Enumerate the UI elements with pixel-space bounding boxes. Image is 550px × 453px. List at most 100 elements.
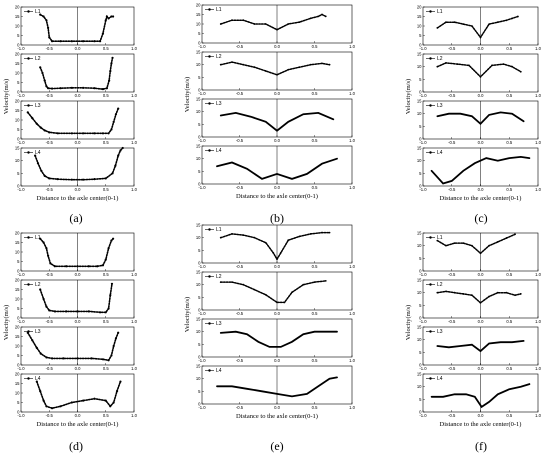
series-line [219, 330, 338, 348]
x-tick-label: -1.0 [198, 358, 206, 363]
data-point [70, 132, 73, 135]
legend-label: L1 [35, 9, 41, 15]
y-tick-label: 0 [419, 90, 422, 95]
x-tick-label: -1.0 [419, 140, 427, 145]
x-tick-label: -1.0 [419, 366, 427, 371]
y-tick-label: 15 [15, 14, 20, 19]
data-point [107, 247, 110, 250]
y-tick-label: 0 [17, 363, 20, 368]
legend-label: L2 [35, 282, 41, 288]
data-point [104, 19, 107, 22]
data-point [109, 405, 112, 408]
y-tick-label: 15 [196, 144, 201, 149]
data-point [53, 310, 57, 313]
x-tick-label: 1.0 [535, 413, 541, 418]
data-point [48, 309, 51, 312]
data-point [279, 251, 282, 254]
data-point [287, 23, 290, 25]
y-tick-label: 10 [15, 344, 20, 349]
data-point [112, 120, 115, 123]
legend-marker [429, 377, 432, 380]
y-tick-label: 15 [15, 108, 20, 113]
series-line [430, 383, 531, 409]
data-point [82, 399, 85, 402]
data-point [436, 27, 439, 29]
y-tick-label: 20 [196, 3, 201, 8]
x-tick-label: -0.5 [236, 138, 244, 143]
y-tick-label: 10 [196, 109, 201, 114]
legend-label: L4 [35, 376, 41, 382]
y-tick-label: 5 [198, 389, 201, 394]
y-tick-label: 20 [15, 372, 20, 377]
y-tick-label: 20 [15, 99, 20, 104]
data-point [242, 63, 245, 66]
data-point [110, 239, 113, 242]
x-tick-label: -0.5 [448, 93, 456, 98]
data-point [31, 117, 34, 120]
y-tick-label: 5 [198, 248, 201, 253]
y-tick-label: 5 [17, 80, 20, 85]
y-tick-label: 15 [15, 334, 20, 339]
data-point [445, 244, 447, 247]
y-tick-label: 5 [17, 259, 20, 264]
y-tick-label: 5 [17, 306, 20, 311]
data-point [47, 87, 50, 90]
x-tick-label: 0.0 [478, 272, 484, 277]
subplot-L1: 0 5 10 15 20 -1.0 -0.5 0.0 0.5 1.0 L1 [15, 5, 138, 52]
data-point [496, 291, 499, 294]
x-tick-label: 0.0 [274, 358, 280, 363]
x-tick-label: 0.0 [75, 272, 81, 277]
subplot-L4: 0 5 10 15 -1.0 -0.5 0.0 0.5 1.0 L4 [15, 146, 138, 193]
data-point [272, 251, 275, 254]
panel-label: (f) [475, 439, 487, 453]
data-point [231, 61, 233, 64]
y-tick-label: 10 [15, 158, 20, 163]
subplot-L3: 0 5 10 15 -1.0 -0.5 0.0 0.5 1.0 L3 [417, 325, 542, 372]
x-tick-label: 0.5 [103, 319, 109, 324]
y-tick-label: 10 [196, 156, 201, 161]
x-tick-label: -0.5 [448, 413, 456, 418]
series-line [27, 331, 119, 362]
x-tick-label: -1.0 [419, 187, 427, 192]
data-point [76, 265, 79, 268]
x-tick-label: 0.5 [312, 311, 318, 316]
data-point [48, 36, 51, 39]
y-tick-label: 10 [196, 235, 201, 240]
series-line [436, 62, 522, 78]
data-point [45, 19, 48, 22]
x-tick-label: 0.5 [103, 187, 109, 192]
data-point [287, 239, 290, 242]
x-tick-label: 1.0 [535, 319, 541, 324]
data-point [445, 21, 447, 24]
data-point [287, 68, 290, 71]
x-axis-label: Distance to the axle center(0-1) [440, 195, 522, 202]
x-tick-label: -0.5 [448, 140, 456, 145]
legend-label: L2 [437, 282, 443, 288]
x-tick-label: -1.0 [17, 187, 25, 192]
data-point [82, 86, 85, 89]
data-point [298, 21, 301, 23]
y-tick-label: 15 [417, 231, 422, 236]
x-tick-label: -0.5 [236, 264, 244, 269]
legend-marker [208, 55, 211, 58]
data-point [87, 265, 90, 268]
data-point [45, 85, 48, 88]
data-point [302, 283, 305, 286]
data-point [99, 40, 102, 43]
x-tick-label: 1.0 [349, 44, 355, 49]
x-tick-label: 0.5 [312, 264, 318, 269]
data-point [43, 129, 46, 132]
subplot-L1: 0 5 10 15 20 -1.0 -0.5 0.0 0.5 1.0 L1 [417, 5, 542, 52]
data-point [321, 13, 323, 16]
subplot-L2: 0 5 10 15 20 -1.0 -0.5 0.0 0.5 1.0 L2 [15, 278, 138, 325]
data-point [93, 132, 96, 135]
data-point [313, 281, 316, 284]
data-point [42, 241, 45, 244]
data-point [101, 32, 105, 35]
y-tick-label: 0 [419, 43, 422, 48]
data-point [93, 87, 96, 90]
x-tick-label: -1.0 [198, 44, 206, 49]
data-point [114, 164, 117, 167]
